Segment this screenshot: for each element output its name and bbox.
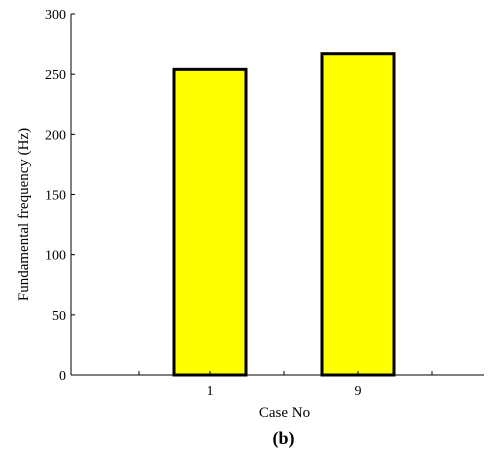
y-tick-label: 250 (45, 68, 66, 83)
y-tick-label: 0 (59, 369, 66, 384)
y-axis-label: Fundamental frequency (Hz) (16, 128, 32, 301)
x-axis-label: Case No (259, 405, 310, 421)
y-tick-label: 50 (52, 309, 66, 324)
x-tick-label: 9 (355, 384, 362, 399)
y-tick-label: 150 (45, 189, 66, 204)
y-axis-ticks: 0 50 100 150 200 250 300 (45, 8, 75, 384)
bar-case-9 (320, 52, 396, 377)
y-tick-label: 200 (45, 128, 66, 143)
y-tick-label: 300 (45, 8, 66, 23)
panel-label: (b) (273, 428, 295, 449)
bars-group (172, 52, 396, 377)
x-tick-label: 1 (207, 384, 214, 399)
y-tick-label: 100 (45, 249, 66, 264)
bar-case-1 (172, 67, 248, 377)
